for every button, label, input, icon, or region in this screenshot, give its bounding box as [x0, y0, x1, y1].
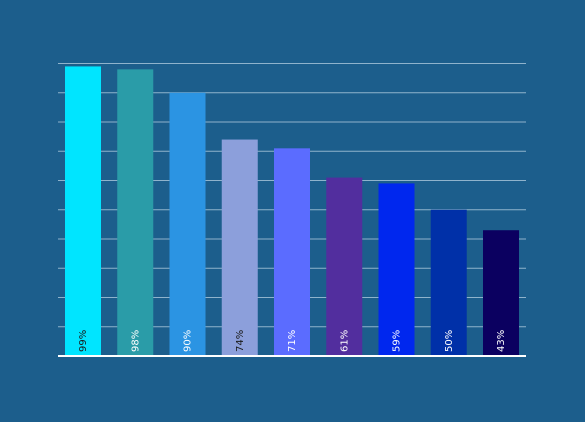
bar — [117, 69, 154, 356]
bar — [378, 183, 415, 356]
bar — [169, 92, 206, 356]
bar — [65, 66, 101, 357]
bar — [430, 209, 467, 356]
bar-value-label: 61% — [339, 330, 350, 352]
bar — [326, 177, 363, 356]
bars — [65, 66, 519, 357]
bar-value-label: 98% — [130, 330, 141, 352]
bar-value-label: 99% — [78, 330, 89, 352]
bar-value-label: 90% — [183, 330, 194, 352]
data-labels: 99% 98% 90% 74% 71% 61% 59% 50% 43% — [78, 330, 507, 352]
bar-value-label: 74% — [235, 330, 246, 352]
bar — [221, 139, 258, 356]
bar — [483, 230, 519, 356]
bar-value-label: 43% — [496, 330, 507, 352]
bar — [274, 148, 310, 356]
bar-value-label: 50% — [444, 330, 455, 352]
bar-value-label: 59% — [392, 330, 403, 352]
bar-value-label: 71% — [287, 330, 298, 352]
